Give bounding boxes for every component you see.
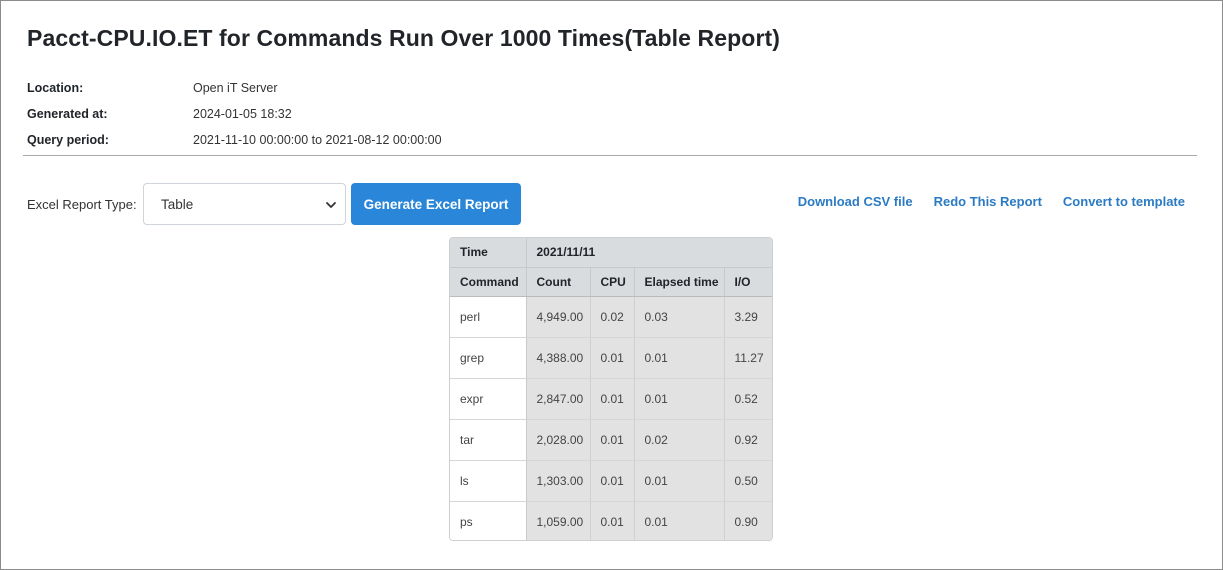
- meta-label: Generated at:: [27, 107, 108, 121]
- cpu-cell: 0.01: [589, 378, 634, 420]
- command-cell: expr: [450, 378, 526, 420]
- table-row: ls 1,303.00 0.01 0.01 0.50: [450, 460, 772, 502]
- column-header-cpu: CPU: [589, 267, 634, 297]
- table-header-time-row: Time 2021/11/11: [450, 238, 772, 268]
- cpu-cell: 0.01: [589, 419, 634, 461]
- meta-value: Open iT Server: [193, 81, 278, 95]
- table-row: grep 4,388.00 0.01 0.01 11.27: [450, 337, 772, 379]
- table-row: perl 4,949.00 0.02 0.03 3.29: [450, 296, 772, 338]
- cpu-cell: 0.01: [589, 337, 634, 379]
- table-row: ps 1,059.00 0.01 0.01 0.90: [450, 501, 772, 540]
- command-cell: grep: [450, 337, 526, 379]
- elapsed-time-cell: 0.01: [633, 501, 724, 540]
- table-row: expr 2,847.00 0.01 0.01 0.52: [450, 378, 772, 420]
- meta-label: Location:: [27, 81, 84, 95]
- count-cell: 2,847.00: [525, 378, 590, 420]
- count-cell: 1,303.00: [525, 460, 590, 502]
- count-cell: 4,949.00: [525, 296, 590, 338]
- table-header-columns-row: Command Count CPU Elapsed time I/O: [450, 267, 772, 297]
- download-csv-link[interactable]: Download CSV file: [797, 194, 913, 209]
- count-cell: 1,059.00: [525, 501, 590, 540]
- date-header: 2021/11/11: [525, 238, 772, 268]
- meta-value: 2021-11-10 00:00:00 to 2021-08-12 00:00:…: [193, 133, 442, 147]
- command-cell: tar: [450, 419, 526, 461]
- cpu-cell: 0.01: [589, 501, 634, 540]
- convert-to-template-link[interactable]: Convert to template: [1062, 194, 1185, 209]
- command-cell: ps: [450, 501, 526, 540]
- report-meta: Location: Open iT Server Generated at: 2…: [27, 75, 442, 153]
- divider: [23, 155, 1197, 156]
- meta-row-location: Location: Open iT Server: [27, 75, 442, 101]
- count-cell: 4,388.00: [525, 337, 590, 379]
- count-cell: 2,028.00: [525, 419, 590, 461]
- io-cell: 11.27: [723, 337, 772, 379]
- meta-row-query-period: Query period: 2021-11-10 00:00:00 to 202…: [27, 127, 442, 153]
- column-header-io: I/O: [723, 267, 772, 297]
- page-title: Pacct-CPU.IO.ET for Commands Run Over 10…: [27, 25, 781, 51]
- column-header-count: Count: [525, 267, 590, 297]
- elapsed-time-cell: 0.02: [633, 419, 724, 461]
- excel-report-type-label: Excel Report Type:: [27, 197, 137, 212]
- select-value: Table: [161, 196, 194, 212]
- meta-value: 2024-01-05 18:32: [193, 107, 292, 121]
- meta-label: Query period:: [27, 133, 109, 147]
- io-cell: 0.52: [723, 378, 772, 420]
- io-cell: 0.92: [723, 419, 772, 461]
- io-cell: 3.29: [723, 296, 772, 338]
- excel-report-type-select[interactable]: Table: [143, 183, 346, 225]
- cpu-cell: 0.01: [589, 460, 634, 502]
- redo-report-link[interactable]: Redo This Report: [933, 194, 1042, 209]
- command-cell: ls: [450, 460, 526, 502]
- elapsed-time-cell: 0.01: [633, 337, 724, 379]
- elapsed-time-cell: 0.01: [633, 378, 724, 420]
- column-header-elapsed-time: Elapsed time: [633, 267, 724, 297]
- cpu-cell: 0.02: [589, 296, 634, 338]
- command-cell: perl: [450, 296, 526, 338]
- table-row: tar 2,028.00 0.01 0.02 0.92: [450, 419, 772, 461]
- chevron-down-icon: [326, 202, 336, 208]
- generate-excel-report-button[interactable]: Generate Excel Report: [351, 183, 521, 225]
- elapsed-time-cell: 0.03: [633, 296, 724, 338]
- report-table: Time 2021/11/11 Command Count CPU Elapse…: [449, 237, 773, 541]
- time-header: Time: [450, 238, 526, 268]
- meta-row-generated-at: Generated at: 2024-01-05 18:32: [27, 101, 442, 127]
- elapsed-time-cell: 0.01: [633, 460, 724, 502]
- column-header-command: Command: [450, 267, 526, 297]
- io-cell: 0.50: [723, 460, 772, 502]
- io-cell: 0.90: [723, 501, 772, 540]
- report-actions: Download CSV file Redo This Report Conve…: [798, 194, 1185, 209]
